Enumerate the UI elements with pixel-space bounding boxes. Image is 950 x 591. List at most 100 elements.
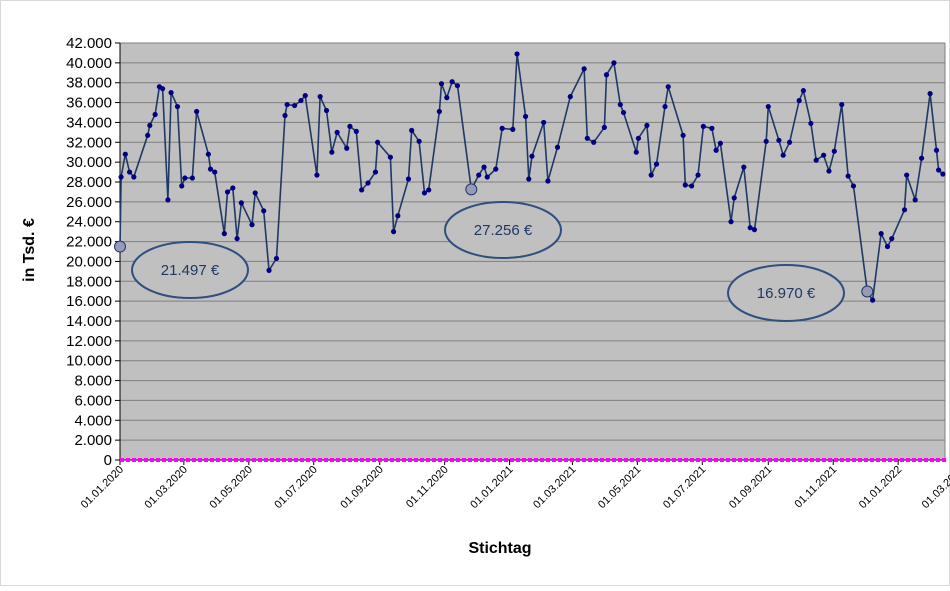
data-point	[234, 235, 240, 242]
data-point	[541, 119, 547, 126]
data-point	[179, 183, 185, 189]
annotation-label: 27.256 €	[474, 222, 533, 239]
data-point	[436, 108, 442, 115]
data-point	[261, 208, 267, 214]
data-point	[359, 187, 365, 193]
data-point	[122, 151, 128, 157]
data-point	[317, 94, 323, 100]
y-tick-label: 6.000	[74, 392, 112, 409]
data-point	[273, 255, 280, 262]
data-point	[662, 103, 668, 110]
data-point	[375, 139, 381, 145]
data-point	[182, 175, 188, 181]
data-point	[510, 126, 516, 132]
data-point	[713, 147, 719, 153]
data-point	[617, 101, 623, 108]
data-point	[889, 235, 895, 242]
data-point	[302, 93, 308, 99]
y-tick-label: 10.000	[66, 353, 112, 370]
data-point	[416, 138, 422, 144]
data-point	[709, 125, 715, 131]
data-point	[444, 95, 450, 101]
data-point	[221, 231, 227, 237]
data-point	[933, 147, 940, 153]
data-point	[152, 111, 158, 118]
data-point	[878, 231, 884, 237]
data-point	[927, 91, 933, 97]
data-point	[347, 123, 353, 129]
data-point	[499, 125, 505, 131]
data-point	[387, 154, 393, 160]
y-tick-label: 2.000	[74, 432, 112, 449]
y-tick-label: 4.000	[74, 412, 112, 429]
data-point	[633, 149, 639, 155]
data-point	[529, 153, 535, 159]
highlight-point	[114, 240, 126, 253]
data-point	[522, 113, 529, 120]
annotation-bubble	[131, 241, 249, 299]
data-point	[918, 155, 925, 161]
data-point	[126, 169, 133, 175]
gridlines	[120, 42, 946, 461]
data-point	[821, 152, 827, 158]
data-point	[800, 88, 807, 94]
y-tick-label: 22.000	[66, 234, 112, 251]
data-point	[372, 169, 379, 175]
data-point	[249, 222, 255, 228]
data-point	[680, 132, 686, 138]
y-tick-label: 34.000	[66, 114, 112, 131]
data-point	[224, 189, 231, 195]
data-point	[291, 102, 298, 109]
data-point	[147, 122, 153, 129]
data-point	[591, 139, 597, 145]
data-point	[884, 243, 891, 250]
data-point	[728, 219, 734, 225]
data-point	[581, 66, 587, 72]
data-point	[314, 172, 320, 178]
data-point	[567, 94, 573, 100]
data-point	[207, 166, 214, 172]
data-point	[601, 124, 607, 130]
data-point	[131, 174, 137, 180]
data-point	[526, 176, 532, 182]
data-point	[189, 175, 195, 181]
data-point	[405, 176, 412, 182]
data-point	[449, 79, 455, 85]
y-tick-label: 30.000	[66, 154, 112, 171]
data-point	[334, 129, 340, 135]
data-point	[168, 90, 174, 96]
y-tick-label: 42.000	[66, 35, 112, 52]
data-point	[584, 135, 590, 141]
data-point	[826, 168, 832, 174]
data-point	[493, 166, 499, 172]
data-point	[689, 183, 695, 189]
data-point	[796, 97, 802, 104]
data-point	[145, 132, 151, 138]
data-point	[904, 172, 910, 178]
y-tick-label: 0	[104, 452, 112, 469]
data-point	[426, 187, 432, 193]
y-tick-label: 16.000	[66, 293, 112, 310]
data-point	[159, 86, 166, 92]
highlight-point	[465, 183, 478, 196]
data-point	[421, 190, 428, 196]
data-point	[731, 195, 737, 201]
annotations: 21.497 € 27.256 € 16.970 €	[114, 183, 874, 322]
data-point	[365, 180, 371, 186]
data-point	[481, 164, 487, 170]
data-point	[554, 144, 561, 150]
annotation-label: 16.970 €	[757, 285, 816, 302]
annotation-label: 21.497 €	[161, 262, 220, 279]
annotation-bubble	[444, 201, 562, 259]
data-point	[813, 157, 819, 163]
data-point	[603, 72, 610, 78]
data-point	[266, 267, 272, 273]
data-point	[252, 190, 258, 196]
data-point	[395, 213, 401, 219]
annotation-bubble	[727, 264, 845, 322]
y-tick-label: 8.000	[74, 373, 112, 390]
data-point	[230, 185, 236, 191]
data-point	[329, 149, 335, 155]
data-point	[212, 169, 218, 175]
